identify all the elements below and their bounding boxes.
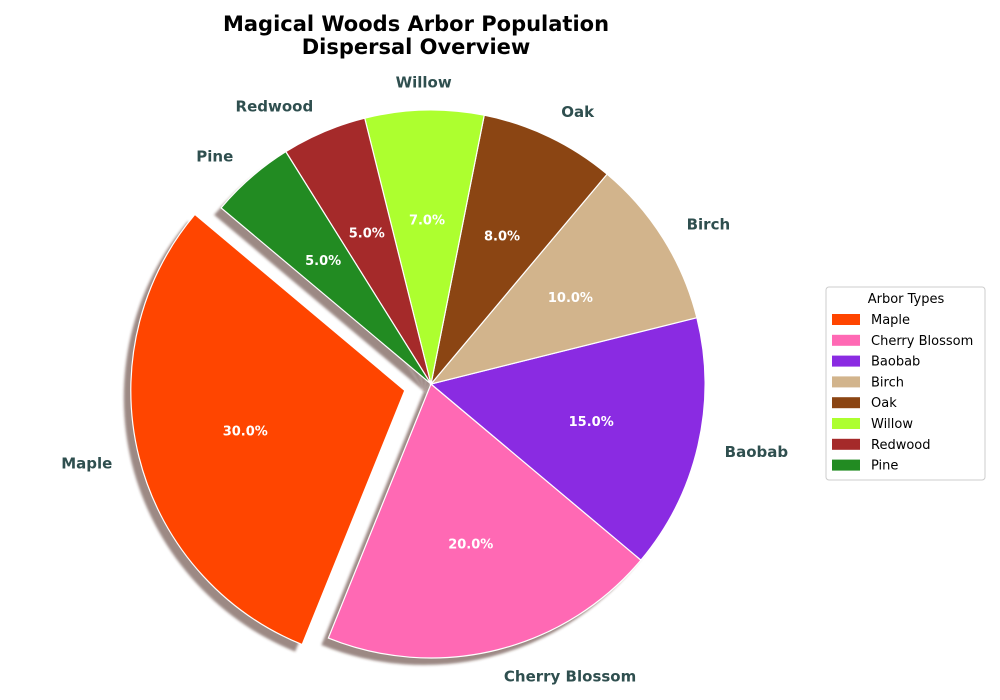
slice-label-maple: Maple: [61, 454, 112, 472]
slice-label-baobab: Baobab: [725, 443, 789, 461]
chart-title-line-2: Dispersal Overview: [302, 35, 531, 59]
legend-swatch-redwood: [832, 438, 860, 450]
pie-slice-baobab: [429, 316, 706, 561]
percent-label-baobab: 15.0%: [569, 415, 614, 430]
pie-slice-birch: [429, 173, 698, 386]
legend-swatch-cherry-blossom: [832, 334, 860, 346]
percent-label-willow: 7.0%: [409, 214, 445, 229]
legend-swatch-birch: [832, 376, 860, 388]
slice-label-cherry-blossom: Cherry Blossom: [504, 667, 636, 685]
legend-items: Maple Cherry Blossom Baobab Birch Oak Willow R…: [832, 313, 973, 474]
legend-label-pine: Pine: [871, 459, 898, 474]
slice-label-birch: Birch: [687, 215, 731, 233]
percent-label-oak: 8.0%: [484, 230, 520, 245]
legend-swatch-maple: [832, 314, 860, 325]
pie-slice-oak: [430, 114, 608, 385]
legend-label-oak: Oak: [871, 396, 897, 411]
legend-label-baobab: Baobab: [871, 355, 920, 370]
legend-swatch-oak: [832, 397, 860, 409]
legend: Arbor Types Maple Cherry Blossom Baobab Bir…: [825, 286, 986, 481]
chart-title-line-1: Magical Woods Arbor Population: [223, 12, 609, 36]
slice-labels: Maple 30.0% Cherry Blossom 20.0% Baobab 15.0%…: [61, 74, 788, 686]
pie-slice-pine: [220, 150, 432, 385]
legend-label-cherry-blossom: Cherry Blossom: [871, 334, 973, 349]
legend-label-willow: Willow: [871, 417, 913, 432]
legend-label-birch: Birch: [871, 375, 904, 390]
slice-label-oak: Oak: [561, 103, 595, 121]
pie-slice-willow: [363, 109, 485, 385]
percent-label-birch: 10.0%: [548, 291, 593, 306]
percent-label-cherry-blossom: 20.0%: [448, 538, 493, 553]
percent-label-pine: 5.0%: [305, 254, 341, 269]
legend-swatch-willow: [832, 418, 860, 429]
legend-swatch-baobab: [832, 355, 860, 367]
percent-label-redwood: 5.0%: [349, 227, 385, 242]
legend-label-maple: Maple: [871, 313, 910, 328]
legend-title: Arbor Types: [868, 292, 945, 307]
legend-frame: [825, 286, 986, 481]
pie-slice-maple: [130, 213, 406, 646]
pie-slices: [130, 109, 706, 659]
legend-swatch-pine: [832, 459, 860, 471]
slice-label-willow: Willow: [396, 74, 452, 92]
legend-label-redwood: Redwood: [871, 438, 931, 453]
slice-label-redwood: Redwood: [236, 98, 314, 116]
slice-label-pine: Pine: [196, 148, 233, 166]
pie-slice-cherry-blossom: [327, 383, 642, 659]
percent-label-maple: 30.0%: [223, 424, 268, 439]
